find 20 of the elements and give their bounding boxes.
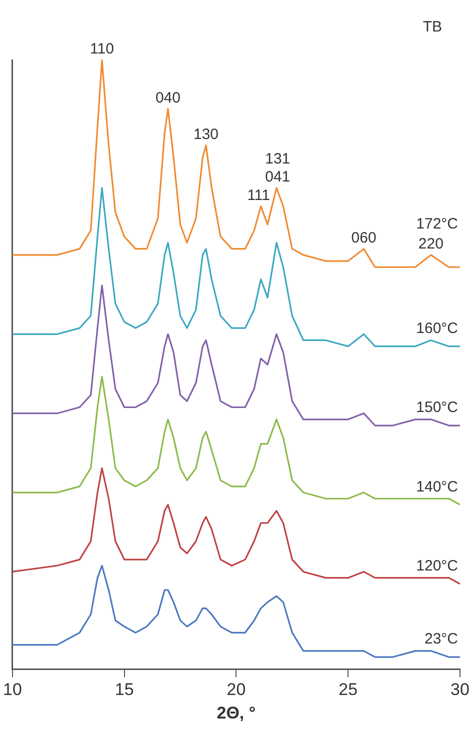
annotation: 060 (351, 229, 376, 246)
series-label: 140°C (416, 478, 458, 496)
annotation: 111 (247, 186, 270, 204)
series-label: 23°C (424, 630, 458, 648)
x-tick-label: 10 (2, 680, 22, 700)
x-tick-label: 15 (114, 680, 134, 700)
text: TB (422, 18, 442, 36)
annotation: 110 (90, 40, 114, 58)
annotation: 040 (155, 89, 180, 106)
x-tick-label: 25 (338, 680, 358, 700)
annotation: 131 041 (265, 150, 290, 186)
annotation: 130 (194, 126, 219, 143)
series-label: 160°C (416, 320, 458, 337)
x-axis-title: 2Θ, ° (216, 703, 256, 722)
series-label: 172°C (416, 216, 458, 233)
series-label: 150°C (416, 399, 458, 416)
x-tick-label: 20 (226, 680, 246, 700)
annotation: 220 (418, 236, 444, 253)
series-label: 120°C (416, 558, 458, 575)
x-tick-label: 30 (450, 680, 470, 700)
